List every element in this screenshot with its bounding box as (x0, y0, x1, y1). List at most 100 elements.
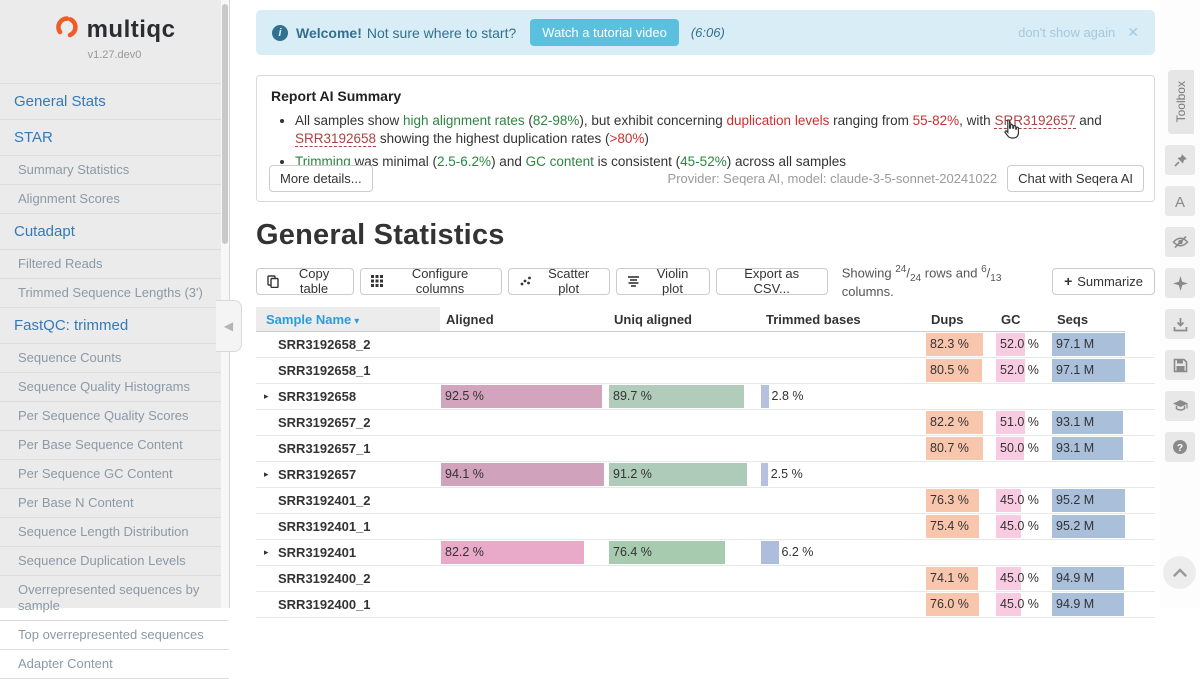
expand-icon[interactable]: ▸ (264, 546, 269, 557)
expand-icon[interactable]: ▸ (264, 468, 269, 479)
table-row: SRR3192658_2 82.3 % 52.0 % 97.1 M (256, 332, 1155, 358)
sidebar-item-filtered-reads[interactable]: Filtered Reads (0, 250, 229, 279)
aligned-cell (440, 514, 608, 539)
aligned-cell: 92.5 % (440, 384, 608, 409)
chat-with-seqera-button[interactable]: Chat with Seqera AI (1007, 165, 1144, 192)
sample-name-cell[interactable]: SRR3192400_2 (278, 570, 371, 586)
scroll-to-top-button[interactable] (1163, 556, 1196, 589)
sidebar-item-per-base-n-content[interactable]: Per Base N Content (0, 489, 229, 518)
toolbox-font-button[interactable]: A (1165, 186, 1195, 216)
table-body: SRR3192658_2 82.3 % 52.0 % 97.1 M SRR3192658… (256, 332, 1155, 618)
sidebar-item-alignment-scores[interactable]: Alignment Scores (0, 185, 229, 214)
trimmed-cell (760, 488, 925, 513)
sidebar-collapse-handle[interactable]: ◀ (216, 300, 242, 352)
sort-caret-icon: ▾ (354, 315, 360, 327)
header-seqs[interactable]: Seqs (1051, 306, 1125, 332)
sample-link[interactable]: SRR3192658 (295, 131, 377, 147)
gc-cell: 45.0 % (995, 592, 1051, 617)
main-content: i Welcome! Not sure where to start? Watc… (231, 0, 1169, 618)
summarize-button[interactable]: + Summarize (1052, 267, 1155, 295)
header-dups[interactable]: Dups (925, 306, 995, 332)
gc-cell (995, 540, 1051, 565)
export-csv-button[interactable]: Export as CSV... (715, 266, 828, 296)
sample-name-cell[interactable]: SRR3192658_2 (278, 336, 371, 352)
watch-tutorial-button[interactable]: Watch a tutorial video (530, 19, 679, 46)
sidebar-item-fastqc-trimmed[interactable]: FastQC: trimmed (0, 308, 229, 344)
sidebar-item-general-stats[interactable]: General Stats (0, 84, 229, 120)
seqs-bar (1052, 332, 1125, 356)
seqs-cell: 94.9 M (1051, 592, 1125, 617)
header-sample-name[interactable]: Sample Name ▾ (256, 306, 440, 332)
trimmed-cell (760, 566, 925, 591)
sidebar-item-per-base-sequence-content[interactable]: Per Base Sequence Content (0, 431, 229, 460)
sample-name-cell[interactable]: ▸ SRR3192658 (256, 384, 440, 409)
dups-bar (926, 332, 984, 356)
dups-bar (926, 566, 978, 590)
sample-name-cell[interactable]: ▸ SRR3192401 (256, 540, 440, 565)
toolbox-help-button[interactable]: ? (1165, 432, 1195, 462)
table-row: SRR3192400_2 74.1 % 45.0 % 94.9 M (256, 566, 1155, 592)
toolbox-download-button[interactable] (1165, 309, 1195, 339)
dups-cell: 82.3 % (925, 332, 995, 357)
dont-show-again-link[interactable]: don't show again (1018, 25, 1116, 40)
sidebar-item-sequence-quality-histograms[interactable]: Sequence Quality Histograms (0, 373, 229, 402)
trimmed-cell (760, 592, 925, 617)
ai-summary-bullet-2: Trimming was minimal (2.5-6.2%) and GC c… (295, 153, 1140, 171)
trimmed-cell (760, 514, 925, 539)
toolbox-tab[interactable]: Toolbox (1168, 70, 1194, 134)
grid-icon (371, 275, 384, 288)
sample-name-cell[interactable]: SRR3192658_1 (278, 362, 371, 378)
sample-name-cell[interactable]: SRR3192657_2 (278, 414, 371, 430)
toolbox-pin-button[interactable] (1165, 145, 1195, 175)
toolbox-eye-slash-button[interactable] (1165, 227, 1195, 257)
sidebar-item-sequence-counts[interactable]: Sequence Counts (0, 344, 229, 373)
header-trimmed-bases[interactable]: Trimmed bases (760, 306, 925, 332)
header-aligned[interactable]: Aligned (440, 306, 608, 332)
expand-icon[interactable]: ▸ (264, 390, 269, 401)
sidebar-item-sequence-duplication-levels[interactable]: Sequence Duplication Levels (0, 547, 229, 576)
aligned-cell (440, 358, 608, 383)
sample-name-cell[interactable]: ▸ SRR3192657 (256, 462, 440, 487)
gc-bar (996, 514, 1022, 538)
sidebar-item-overrepresented-sequences-by-sample[interactable]: Overrepresented sequences by sample (0, 576, 229, 621)
seqs-cell: 97.1 M (1051, 332, 1125, 357)
sidebar-item-adapter-content[interactable]: Adapter Content (0, 650, 229, 679)
copy-table-button[interactable]: Copy table (256, 266, 355, 296)
logo[interactable]: multiqc v1.27.dev0 (0, 0, 229, 71)
sidebar-item-per-sequence-quality-scores[interactable]: Per Sequence Quality Scores (0, 402, 229, 431)
trimmed-bar (761, 540, 780, 564)
sidebar-item-per-sequence-gc-content[interactable]: Per Sequence GC Content (0, 460, 229, 489)
more-details-button[interactable]: More details... (269, 165, 373, 192)
scatter-plot-button[interactable]: Scatter plot (507, 266, 611, 296)
sidebar-item-trimmed-sequence-lengths-3-[interactable]: Trimmed Sequence Lengths (3') (0, 279, 229, 308)
seqs-cell: 93.1 M (1051, 436, 1125, 461)
aligned-cell: 94.1 % (440, 462, 608, 487)
sidebar-item-sequence-length-distribution[interactable]: Sequence Length Distribution (0, 518, 229, 547)
uniq-cell: 89.7 % (608, 384, 760, 409)
sidebar-item-top-overrepresented-sequences[interactable]: Top overrepresented sequences (0, 621, 229, 650)
sidebar-item-summary-statistics[interactable]: Summary Statistics (0, 156, 229, 185)
toolbox-save-button[interactable] (1165, 350, 1195, 380)
sample-name-cell[interactable]: SRR3192401_2 (278, 492, 371, 508)
header-gc[interactable]: GC (995, 306, 1051, 332)
uniq-cell: 91.2 % (608, 462, 760, 487)
header-uniq-aligned[interactable]: Uniq aligned (608, 306, 760, 332)
sample-name-cell[interactable]: SRR3192401_1 (278, 518, 371, 534)
sample-name-cell[interactable]: SRR3192400_1 (278, 596, 371, 612)
violin-plot-button[interactable]: Violin plot (616, 266, 710, 296)
sidebar-nav: General Stats STAR Summary Statistics Align… (0, 83, 229, 679)
eye-slash-icon (1171, 235, 1189, 249)
welcome-text: Not sure where to start? (366, 24, 517, 41)
close-icon[interactable]: ✕ (1127, 24, 1139, 40)
toolbox-sparkle-button[interactable] (1165, 268, 1195, 298)
toolbox-sidebar: Toolbox A? (1160, 0, 1200, 608)
sample-name-cell[interactable]: SRR3192657_1 (278, 440, 371, 456)
sidebar-item-star[interactable]: STAR (0, 120, 229, 156)
gc-cell: 45.0 % (995, 488, 1051, 513)
toolbox-graduation-cap-button[interactable] (1165, 391, 1195, 421)
sample-link[interactable]: SRR3192657 (994, 113, 1076, 129)
aligned-cell (440, 410, 608, 435)
gc-bar (996, 436, 1024, 460)
configure-columns-button[interactable]: Configure columns (360, 266, 502, 296)
sidebar-item-cutadapt[interactable]: Cutadapt (0, 214, 229, 250)
